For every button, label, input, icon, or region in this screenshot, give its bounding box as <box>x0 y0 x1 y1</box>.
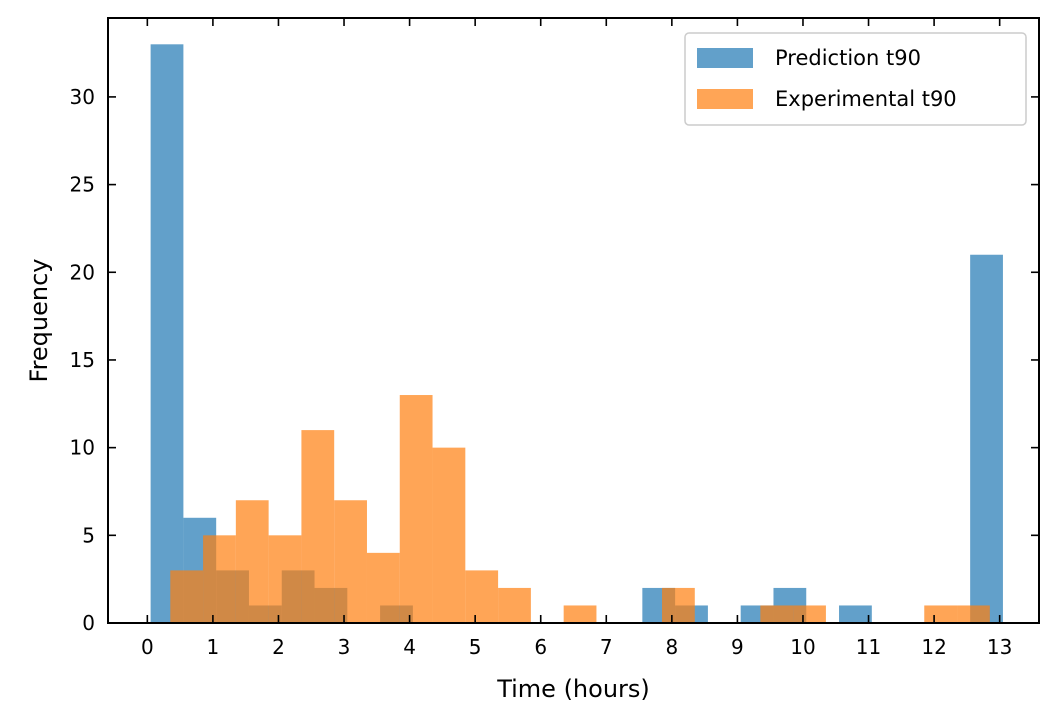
experimental-bar <box>235 500 269 623</box>
legend-box <box>684 32 1027 126</box>
experimental-bar <box>563 605 597 623</box>
experimental-bar <box>924 605 958 623</box>
y-tick-label: 0 <box>82 611 95 635</box>
experimental-bar <box>465 570 499 623</box>
x-tick-label: 8 <box>665 635 678 659</box>
x-tick-label: 3 <box>338 635 351 659</box>
x-axis-label: Time (hours) <box>496 675 650 703</box>
x-tick-label: 5 <box>469 635 482 659</box>
experimental-bar <box>334 500 367 623</box>
legend-label-prediction: Prediction t90 <box>775 46 921 70</box>
y-tick-label: 15 <box>70 348 95 372</box>
experimental-bar <box>203 535 236 623</box>
prediction-bar <box>970 254 1003 623</box>
experimental-bar <box>760 605 794 623</box>
x-tick-label: 7 <box>600 635 613 659</box>
legend-swatch-prediction <box>697 48 753 68</box>
experimental-bar <box>170 570 204 623</box>
experimental-bar <box>301 430 335 623</box>
x-tick-label: 6 <box>534 635 547 659</box>
y-tick-label: 20 <box>70 260 95 284</box>
experimental-bar <box>662 587 695 623</box>
x-tick-label: 12 <box>921 635 946 659</box>
experimental-bar <box>498 587 531 623</box>
x-ticks: 0 1 2 3 4 5 6 7 8 9 10 11 12 13 <box>141 18 1012 659</box>
x-tick-label: 0 <box>141 635 154 659</box>
experimental-bar <box>432 447 466 623</box>
experimental-bar <box>957 605 990 623</box>
y-tick-label: 25 <box>70 173 95 197</box>
x-tick-label: 2 <box>272 635 285 659</box>
prediction-bar <box>839 605 872 623</box>
y-axis-label: Frequency <box>25 259 53 383</box>
x-tick-label: 4 <box>403 635 416 659</box>
experimental-bar <box>793 605 826 623</box>
y-tick-label: 10 <box>70 436 95 460</box>
prediction-bar <box>150 44 184 624</box>
legend-swatch-experimental <box>697 89 753 109</box>
experimental-bar <box>366 552 400 623</box>
y-ticks: 0 5 10 15 20 25 30 <box>70 85 1039 635</box>
x-tick-label: 13 <box>987 635 1012 659</box>
bars-group <box>150 44 1003 624</box>
experimental-bar <box>268 535 302 623</box>
y-tick-label: 5 <box>82 523 95 547</box>
x-tick-label: 10 <box>790 635 815 659</box>
y-tick-label: 30 <box>70 85 95 109</box>
x-tick-label: 11 <box>856 635 881 659</box>
legend-label-experimental: Experimental t90 <box>775 87 957 111</box>
legend: Prediction t90 Experimental t90 <box>684 32 1027 126</box>
plot-frame <box>107 17 1040 624</box>
experimental-bar <box>399 395 433 623</box>
x-tick-label: 9 <box>731 635 744 659</box>
x-tick-label: 1 <box>207 635 220 659</box>
